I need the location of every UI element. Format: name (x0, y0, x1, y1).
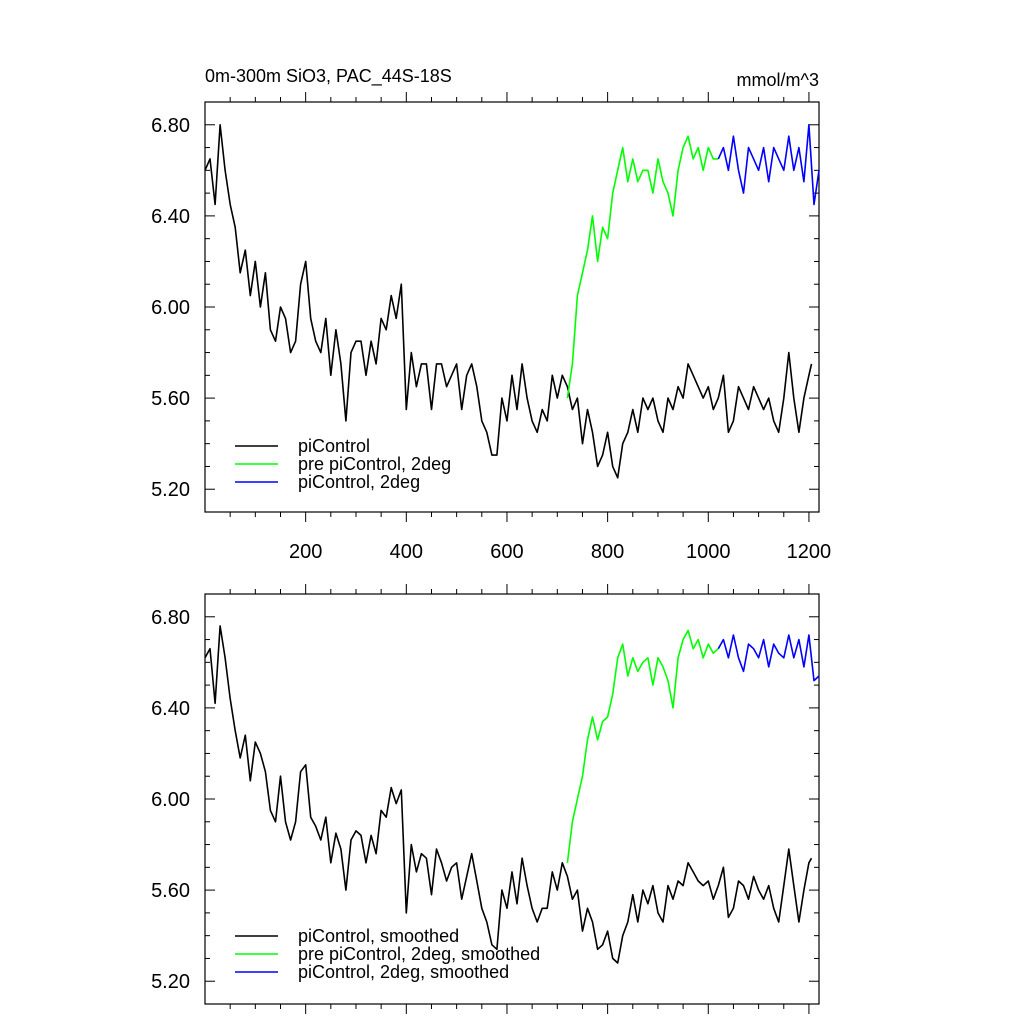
y-tick-label: 5.20 (151, 971, 190, 993)
series-line-top-2 (717, 124, 820, 206)
legend-label: pre piControl, 2deg (298, 454, 451, 474)
y-tick-label: 5.60 (151, 880, 190, 902)
x-tick-label: 1200 (787, 541, 832, 563)
x-tick-label: 400 (390, 541, 423, 563)
legend-label: piControl (298, 436, 370, 456)
legend-label: pre piControl, 2deg, smoothed (298, 944, 540, 964)
y-tick-label: 6.80 (151, 115, 190, 137)
y-tick-label: 6.40 (151, 698, 190, 720)
legend-label: piControl, smoothed (298, 926, 459, 946)
chart-title: 0m-300m SiO3, PAC_44S-18S (205, 66, 452, 87)
series-line-bottom-0 (204, 625, 813, 964)
series-line-top-0 (204, 124, 813, 479)
x-tick-label: 800 (591, 541, 624, 563)
y-tick-label: 6.80 (151, 607, 190, 629)
y-tick-label: 6.00 (151, 297, 190, 319)
y-tick-label: 5.20 (151, 479, 190, 501)
y-tick-label: 5.60 (151, 388, 190, 410)
legend-label: piControl, 2deg (298, 472, 420, 492)
series-line-bottom-1 (566, 629, 719, 863)
legend-label: piControl, 2deg, smoothed (298, 962, 509, 982)
y-tick-label: 6.00 (151, 789, 190, 811)
x-tick-label: 1000 (686, 541, 731, 563)
x-tick-label: 200 (289, 541, 322, 563)
series-line-bottom-2 (717, 634, 820, 682)
x-tick-label: 600 (490, 541, 523, 563)
series-line-top-1 (566, 135, 719, 399)
y-tick-label: 6.40 (151, 206, 190, 228)
units-label: mmol/m^3 (737, 70, 819, 90)
